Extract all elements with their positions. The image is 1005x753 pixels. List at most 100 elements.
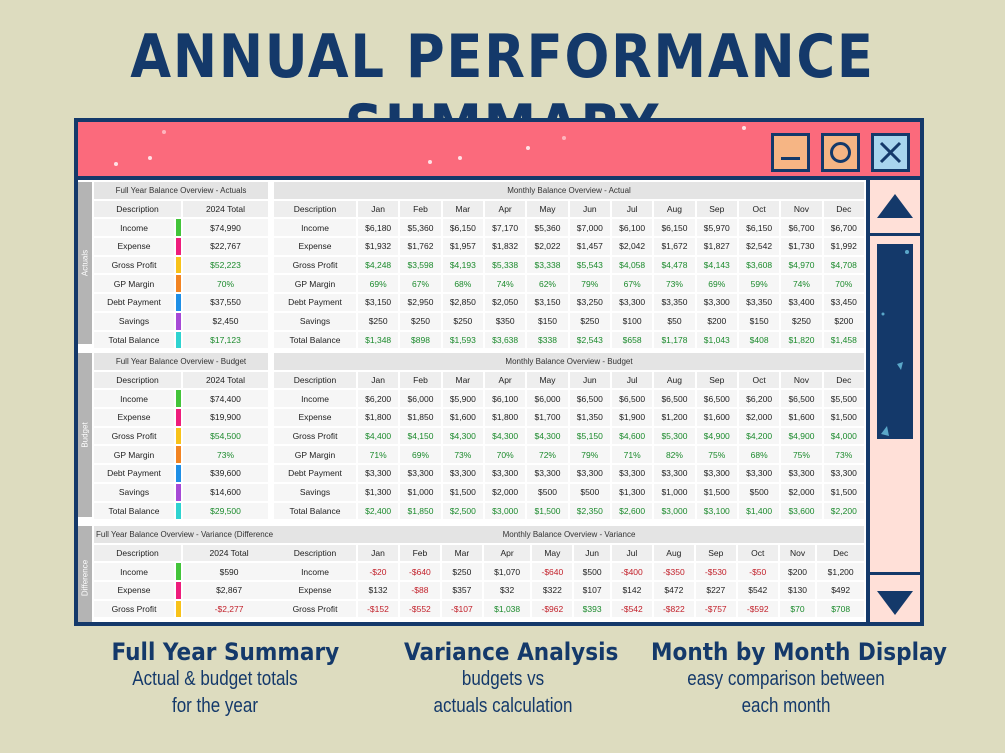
full-year-table-budget: Full Year Balance Overview - Budget Desc… [92, 351, 270, 521]
column-header: Dec [817, 544, 864, 562]
table-cell: Debt Payment [274, 294, 356, 311]
scroll-up-button[interactable] [870, 180, 920, 236]
table-cell: 69% [358, 275, 399, 293]
section-label-difference: Difference [78, 526, 92, 622]
table-cell: $1,850 [400, 409, 441, 426]
table-cell: $3,400 [781, 294, 822, 311]
table-cell: $1,500 [442, 483, 483, 501]
table-cell: $1,500 [696, 483, 737, 501]
table-cell: Expense [274, 409, 356, 426]
table-row: Income $6,180 $5,360 $6,150 $7,170 $5,360 $7,0… [274, 219, 864, 237]
close-button[interactable] [871, 133, 910, 172]
table-cell: $1,800 [358, 409, 399, 426]
table-cell: $6,000 [527, 390, 568, 408]
table-cell: $1,932 [358, 238, 399, 255]
color-swatch [176, 582, 181, 599]
column-header: Jul [611, 544, 652, 562]
table-cell: -$400 [611, 563, 652, 581]
table-cell: $6,180 [358, 219, 399, 237]
table-cell: Savings [274, 483, 356, 501]
table-title: Full Year Balance Overview - Actuals [94, 182, 268, 199]
table-cell: 70% [823, 275, 864, 293]
color-swatch [176, 483, 181, 501]
table-cell: $1,178 [654, 331, 695, 349]
table-cell: -$88 [399, 582, 440, 599]
table-cell: $2,950 [400, 294, 441, 311]
table-row: GP Margin 69% 67% 68% 74% 62% 79% 67% 73% 69% 59% 7… [274, 275, 864, 293]
table-cell: $1,000 [654, 483, 695, 501]
table-cell: Income [274, 390, 356, 408]
table-cell: $1,700 [527, 409, 568, 426]
color-swatch [176, 219, 181, 237]
table-row: Savings $1,300 $1,000 $1,500 $2,000 $500 $500 $… [274, 483, 864, 501]
column-header: Dec [823, 371, 864, 389]
table-cell: $250 [358, 312, 399, 330]
table-cell: $5,970 [696, 219, 737, 237]
window-titlebar [78, 122, 920, 180]
table-row: Income $6,200 $6,000 $5,900 $6,100 $6,000 $6,5… [274, 390, 864, 408]
table-cell: -$640 [399, 563, 440, 581]
table-cell: $4,000 [823, 427, 864, 445]
table-cell: $227 [695, 582, 736, 599]
table-cell: $1,070 [483, 563, 531, 581]
scroll-thumb[interactable] [877, 244, 913, 439]
table-cell: $2,000 [738, 409, 780, 426]
table-cell: 73% [823, 446, 864, 464]
table-cell: $2,543 [569, 331, 610, 349]
column-header: Oct [737, 544, 778, 562]
table-cell: $3,300 [738, 465, 780, 482]
table-cell: $4,058 [611, 256, 653, 274]
table-cell: $3,300 [823, 465, 864, 482]
table-cell: $1,832 [484, 238, 526, 255]
table-cell: $250 [781, 312, 822, 330]
table-cell: 68% [738, 446, 780, 464]
table-cell: $150 [527, 312, 568, 330]
table-cell: $3,338 [527, 256, 568, 274]
table-cell: $3,600 [781, 502, 822, 520]
table-cell: $6,150 [654, 219, 695, 237]
table-cell: $2,000 [781, 483, 822, 501]
table-cell: $6,200 [738, 390, 780, 408]
table-cell: $1,200 [817, 563, 864, 581]
triangle-up-icon [877, 194, 913, 218]
table-cell: $1,850 [400, 502, 441, 520]
table-cell: $3,300 [358, 465, 399, 482]
column-header: Description [274, 544, 356, 562]
table-cell: Gross Profit [274, 256, 356, 274]
minimize-button[interactable] [771, 133, 810, 172]
table-cell: $32 [483, 582, 531, 599]
table-cell: $472 [653, 582, 694, 599]
table-cell: $1,820 [781, 331, 822, 349]
vertical-scrollbar[interactable] [866, 180, 920, 622]
table-cell: $3,300 [527, 465, 568, 482]
table-cell: $1,348 [358, 331, 399, 349]
column-header: Sep [696, 200, 737, 218]
table-cell: $6,100 [611, 219, 653, 237]
table-cell: $492 [817, 582, 864, 599]
table-cell: -$530 [695, 563, 736, 581]
scroll-down-button[interactable] [870, 572, 920, 622]
table-cell: $3,150 [358, 294, 399, 311]
table-cell: Income [274, 219, 356, 237]
section-label-budget: Budget [78, 353, 92, 517]
column-header: Mar [442, 371, 483, 389]
table-cell: 67% [400, 275, 441, 293]
column-header: Mar [441, 544, 482, 562]
table-cell: $7,170 [484, 219, 526, 237]
table-cell: $6,700 [781, 219, 822, 237]
column-header: May [532, 544, 573, 562]
table-cell: $1,957 [442, 238, 483, 255]
table-cell: $658 [611, 331, 653, 349]
table-cell: $5,150 [569, 427, 610, 445]
table-cell: $107 [574, 582, 610, 599]
table-cell: $130 [779, 582, 816, 599]
column-header: Oct [738, 371, 780, 389]
table-cell: $3,300 [654, 465, 695, 482]
table-cell: $1,350 [569, 409, 610, 426]
color-swatch [176, 390, 181, 408]
table-cell: -$962 [532, 600, 573, 618]
color-swatch [176, 275, 181, 293]
table-cell: $70 [779, 600, 816, 618]
maximize-button[interactable] [821, 133, 860, 172]
table-cell: $150 [738, 312, 780, 330]
